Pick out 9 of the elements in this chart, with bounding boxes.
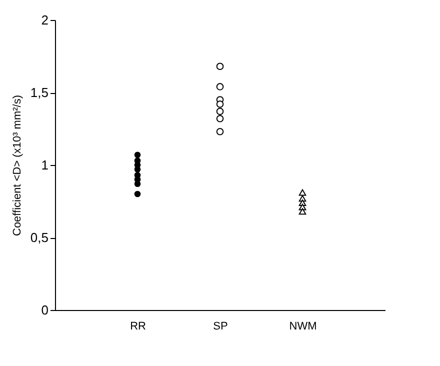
y-tick-label: 2	[41, 12, 48, 28]
x-tick-label: RR	[130, 320, 146, 332]
y-tick-label: 1	[41, 158, 48, 172]
x-tick-label: NWM	[289, 320, 317, 332]
x-tick-label: SP	[213, 320, 228, 332]
y-tick-label: 0,5	[30, 230, 48, 245]
y-axis-title: Coefficient <D> (x10³ mm²/s)	[11, 94, 24, 236]
y-tick-label: 0	[41, 302, 48, 318]
y-tick-label: 1,5	[30, 85, 48, 100]
